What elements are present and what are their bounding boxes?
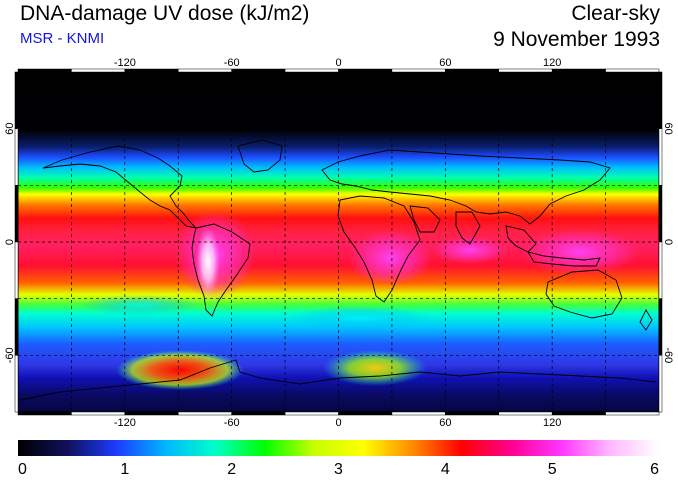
frame-tick-bottom (445, 411, 500, 416)
frame-tick-bottom (17, 411, 72, 416)
colorbar-tick-label: 5 (548, 461, 557, 478)
lat-tick-label: 0 (662, 239, 674, 245)
frame-tick-top (178, 68, 232, 73)
frame-tick-bottom (551, 411, 606, 416)
map-date: 9 November 1993 (493, 28, 660, 51)
lat-tick-label: -60 (4, 347, 16, 363)
frame-tick-top (605, 68, 660, 73)
lat-tick-label: -60 (662, 347, 674, 363)
colorbar-tick-label: 0 (18, 461, 27, 478)
frame-tick-top (445, 68, 500, 73)
frame-tick-right (658, 71, 663, 129)
frame-tick-bottom (124, 411, 179, 416)
lon-tick-label: -120 (114, 417, 136, 429)
frame-tick-top (284, 68, 339, 73)
frame-tick-left (14, 71, 19, 129)
coastline-indonesia (527, 251, 601, 267)
frame-tick-right (658, 355, 663, 413)
frame-tick-bottom (178, 411, 232, 416)
lon-tick-label: 120 (543, 417, 561, 429)
colorbar-tick-label: 2 (227, 461, 236, 478)
coastline-north-america (42, 145, 198, 229)
coastline-india (455, 211, 481, 245)
lat-labels-right: 60 0 -60 (662, 123, 674, 364)
graticule (18, 72, 659, 412)
lon-tick-label: 60 (439, 417, 451, 429)
lon-tick-label: -60 (224, 417, 240, 429)
frame-tick-top (338, 68, 393, 73)
coastline-greenland (237, 139, 283, 173)
colorbar-labels: 0 1 2 3 4 5 6 (18, 461, 659, 478)
south-atlantic-tongue (290, 306, 430, 330)
colorbar-tick-label: 4 (441, 461, 450, 478)
south-pacific-tongue (80, 295, 200, 315)
frame-tick-bottom (605, 411, 660, 416)
frame-tick-left (14, 355, 19, 413)
frame-tick-top (498, 68, 553, 73)
frame-tick-left (14, 128, 19, 186)
frame-tick-bottom (71, 411, 126, 416)
antarctic-enhancement-west (116, 350, 244, 390)
lon-tick-label: 60 (439, 57, 451, 69)
coastline-arabia (409, 205, 441, 233)
frame-ticks (14, 68, 663, 416)
map-title: DNA-damage UV dose (kJ/m2) (20, 2, 310, 25)
sky-condition-label: Clear-sky (571, 2, 660, 25)
coastlines (19, 139, 657, 401)
frame-tick-top (391, 68, 446, 73)
frame-tick-right (658, 185, 663, 243)
lon-labels-top: -120 -60 0 60 120 (114, 57, 562, 69)
lon-tick-label: 0 (335, 417, 341, 429)
data-source-label: MSR - KNMI (20, 30, 105, 47)
lon-tick-label: -120 (114, 57, 136, 69)
africa-high (348, 230, 432, 286)
frame-tick-left (14, 298, 19, 356)
frame-tick-left (14, 241, 19, 299)
coastline-europe-asia (321, 149, 611, 225)
coastline-antarctica (19, 359, 657, 401)
antarctic-enhancement-east (323, 350, 427, 386)
colorbar (18, 440, 659, 456)
lat-tick-label: 0 (4, 239, 16, 245)
lat-labels-left: 60 0 -60 (4, 123, 16, 364)
colorbar-tick-label: 6 (650, 461, 659, 478)
frame-tick-right (658, 241, 663, 299)
coastline-australia (545, 269, 623, 319)
lon-tick-label: 120 (543, 57, 561, 69)
frame-tick-right (658, 128, 663, 186)
frame-tick-bottom (231, 411, 286, 416)
frame-tick-bottom (284, 411, 339, 416)
lon-labels-bottom: -120 -60 0 60 120 (114, 417, 562, 429)
frame-tick-bottom (391, 411, 446, 416)
frame-tick-top (71, 68, 126, 73)
indian-ocean-high (432, 236, 508, 264)
coastline-south-america (191, 223, 251, 317)
frame-tick-right (658, 298, 663, 356)
west-pacific-high (520, 230, 640, 274)
frame-tick-bottom (498, 411, 553, 416)
coastline-new-zealand (639, 309, 653, 331)
frame-tick-top (17, 68, 72, 73)
frame-tick-bottom (338, 411, 393, 416)
colorbar-tick-label: 1 (120, 461, 129, 478)
andes-peak (196, 226, 220, 298)
frame-tick-left (14, 185, 19, 243)
frame-tick-top (231, 68, 286, 73)
lat-tick-label: 60 (662, 123, 674, 135)
lon-tick-label: 0 (335, 57, 341, 69)
lat-tick-label: 60 (4, 123, 16, 135)
colorbar-tick-label: 3 (334, 461, 343, 478)
lon-tick-label: -60 (224, 57, 240, 69)
frame-tick-top (551, 68, 606, 73)
frame-tick-top (124, 68, 179, 73)
